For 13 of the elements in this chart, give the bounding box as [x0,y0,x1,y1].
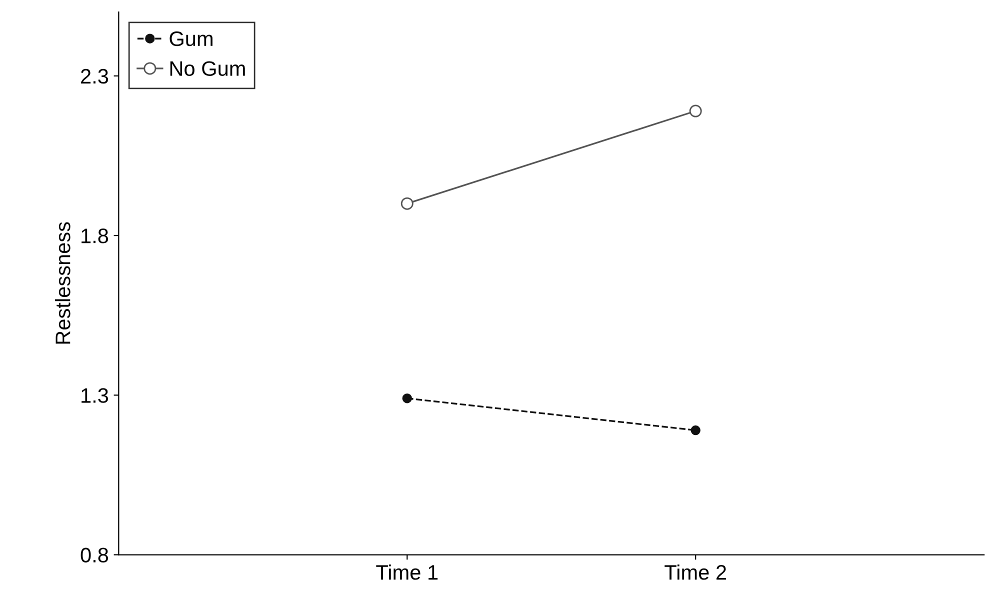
point [400,197,414,210]
y-tick-label: 2.3 [81,68,108,84]
y-axis-title: Restlessness [55,222,70,344]
y-tick-label: 1.3 [82,388,108,403]
legend-label: Gum [170,31,212,46]
y-tick-label: 0.8 [80,548,108,563]
point [689,104,702,118]
x-tick-label: Time 2 [664,564,726,580]
legend-label: No Gum [170,61,245,76]
y-tick-label: 1.8 [82,228,108,244]
x-tick-label: Time 1 [376,564,438,580]
point [690,425,700,436]
point [402,393,412,404]
